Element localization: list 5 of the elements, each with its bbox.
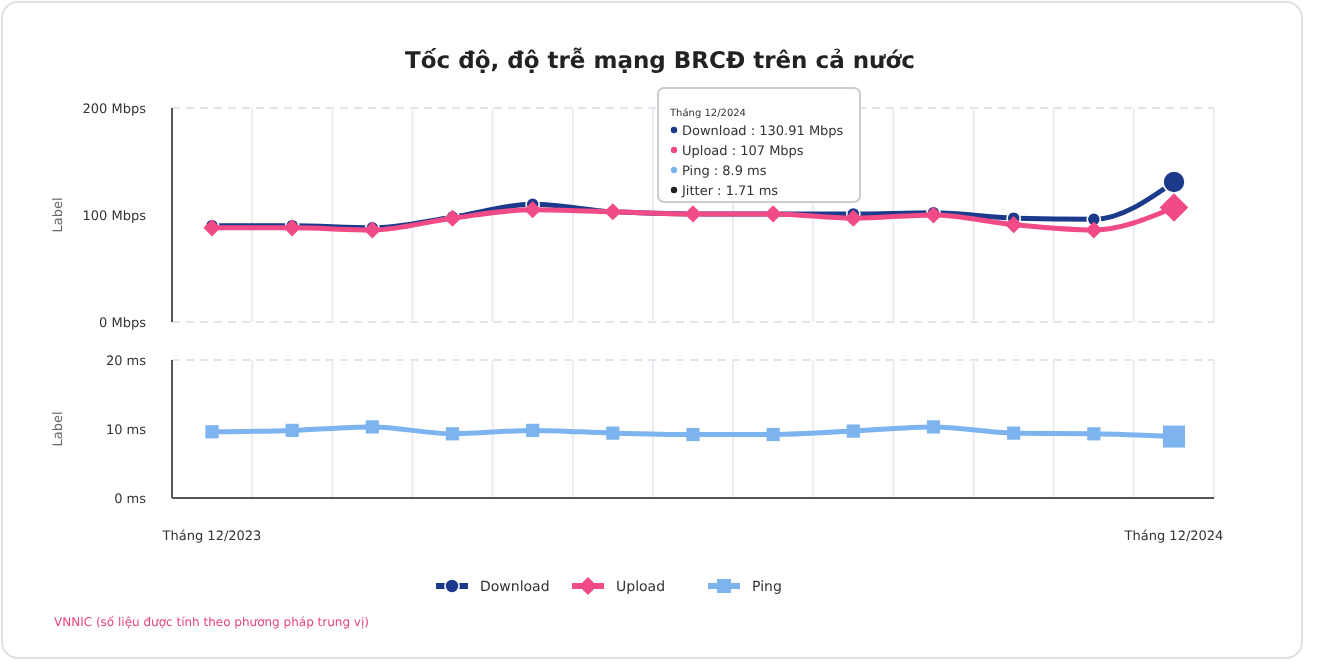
point [524, 201, 542, 219]
point [844, 209, 862, 227]
point [1005, 216, 1023, 234]
point [1085, 221, 1103, 239]
chart-title: Tốc độ, độ trễ mạng BRCĐ trên cả nước [405, 46, 916, 74]
